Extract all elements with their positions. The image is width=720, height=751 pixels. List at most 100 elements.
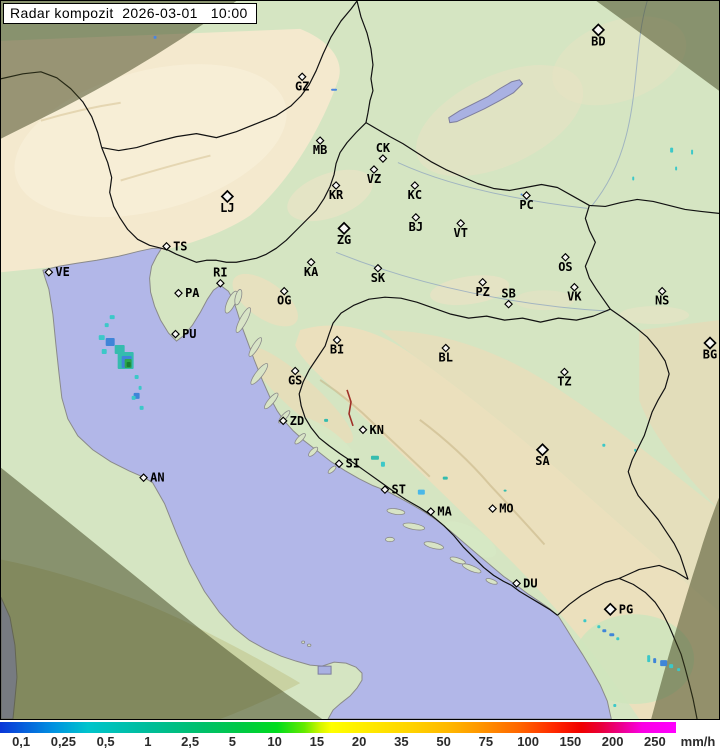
- precipitation-echo: [677, 668, 681, 672]
- city-diamond-icon: [279, 286, 289, 296]
- city-marker-gs: GS: [288, 366, 302, 388]
- city-label: NS: [655, 294, 669, 308]
- city-label: TZ: [557, 375, 571, 389]
- city-marker-sk: SK: [371, 263, 386, 285]
- city-label: PZ: [475, 285, 489, 299]
- city-marker-vt: VT: [454, 218, 468, 240]
- city-diamond-icon: [535, 443, 550, 457]
- city-diamond-icon: [331, 181, 341, 190]
- legend-tick-label: 10: [267, 734, 282, 749]
- city-label: ZD: [290, 414, 304, 428]
- city-diamond-icon: [297, 72, 307, 82]
- city-diamond-icon: [426, 507, 436, 516]
- city-diamond-icon: [522, 191, 531, 200]
- city-diamond-icon: [215, 278, 225, 288]
- precipitation-echo: [670, 147, 674, 153]
- city-diamond-icon: [512, 578, 521, 588]
- coverage-overlay: [1, 1, 719, 719]
- city-label: PU: [182, 327, 196, 341]
- city-label: MO: [499, 502, 513, 516]
- city-markers: BD GZ MB CK VZ LJ KR KC PC ZG BJ VT TS OS RI KA SK VE PA OG…: [44, 23, 717, 616]
- city-marker-st: ST: [380, 483, 406, 497]
- city-marker-sb: SB: [501, 287, 516, 309]
- city-diamond-icon: [44, 267, 54, 277]
- city-label: BG: [703, 348, 717, 362]
- precipitation-echo: [324, 418, 329, 422]
- city-marker-du: DU: [512, 576, 538, 590]
- precipitation-echo: [114, 345, 125, 355]
- precipitation-echo: [691, 149, 694, 155]
- city-marker-lj: LJ: [220, 189, 235, 215]
- city-diamond-icon: [358, 425, 368, 435]
- city-diamond-icon: [561, 252, 570, 262]
- city-marker-an: AN: [139, 471, 165, 485]
- precipitation-echoes: [98, 35, 694, 708]
- city-label: VZ: [367, 172, 381, 186]
- city-marker-os: OS: [558, 252, 573, 274]
- precipitation-echo: [675, 166, 678, 171]
- city-marker-si: SI: [334, 457, 360, 471]
- legend-tick-label: 0,25: [50, 734, 77, 749]
- precipitation-echo: [139, 405, 144, 410]
- precipitation-echo: [634, 448, 637, 452]
- legend-tick-label: 5: [228, 734, 236, 749]
- city-label: SK: [371, 271, 386, 285]
- lake-balaton: [448, 79, 524, 124]
- city-marker-sa: SA: [535, 443, 550, 468]
- city-diamond-icon: [570, 282, 579, 292]
- city-marker-mo: MO: [488, 502, 514, 516]
- city-label: KN: [370, 423, 384, 437]
- city-diamond-icon: [411, 212, 421, 222]
- city-marker-ve: VE: [44, 265, 70, 279]
- legend-tick-label: 15: [309, 734, 325, 749]
- city-label: SB: [501, 287, 515, 301]
- city-diamond-icon: [703, 336, 717, 350]
- city-marker-pc: PC: [519, 191, 534, 212]
- city-label: OG: [277, 294, 291, 308]
- city-label: KC: [408, 188, 422, 202]
- city-diamond-icon: [441, 343, 451, 353]
- city-diamond-icon: [337, 221, 351, 236]
- city-marker-tz: TZ: [557, 367, 572, 389]
- precipitation-echo: [653, 658, 657, 664]
- city-diamond-icon: [290, 366, 300, 376]
- city-diamond-icon: [334, 459, 344, 469]
- lake-varano: [317, 665, 332, 675]
- city-diamond-icon: [456, 218, 466, 228]
- city-label: DU: [523, 576, 537, 590]
- legend-tick-label: 200: [601, 734, 624, 749]
- city-label: KR: [329, 188, 344, 202]
- city-label: BJ: [409, 220, 423, 234]
- legend-tick-label: 1: [144, 734, 152, 749]
- precipitation-echo: [134, 374, 139, 379]
- islands-layer: [224, 289, 498, 647]
- precipitation-echo: [417, 489, 425, 495]
- precipitation-echo: [138, 385, 142, 390]
- city-diamond-icon: [488, 504, 498, 513]
- city-diamond-icon: [591, 23, 606, 37]
- city-label: VE: [55, 265, 69, 279]
- legend-tick-label: 20: [351, 734, 367, 749]
- city-marker-bg: BG: [703, 336, 717, 362]
- city-diamond-icon: [162, 241, 171, 251]
- precipitation-echo: [583, 619, 587, 623]
- radar-map: BD GZ MB CK VZ LJ KR KC PC ZG BJ VT TS OS RI KA SK VE PA OG…: [1, 1, 719, 719]
- precipitation-echo: [101, 349, 107, 355]
- city-marker-bj: BJ: [409, 212, 423, 234]
- precipitation-echo: [380, 461, 385, 467]
- city-label: VK: [567, 290, 582, 304]
- city-label: BL: [439, 351, 453, 365]
- city-label: VT: [454, 226, 468, 240]
- legend-tick-label: 75: [478, 734, 494, 749]
- precipitation-echo: [520, 193, 523, 196]
- city-marker-ns: NS: [655, 286, 669, 308]
- city-label: CK: [376, 141, 391, 155]
- city-label: SI: [346, 457, 360, 471]
- highlighted-border-segment: [346, 389, 354, 427]
- city-label: PG: [619, 602, 633, 616]
- city-marker-kn: KN: [358, 423, 384, 437]
- city-marker-ri: RI: [213, 266, 228, 288]
- city-marker-bd: BD: [591, 23, 606, 48]
- city-diamond-icon: [373, 263, 383, 273]
